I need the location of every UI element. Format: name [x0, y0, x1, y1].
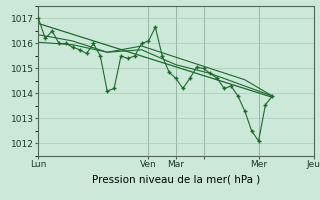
X-axis label: Pression niveau de la mer( hPa ): Pression niveau de la mer( hPa ) — [92, 175, 260, 185]
